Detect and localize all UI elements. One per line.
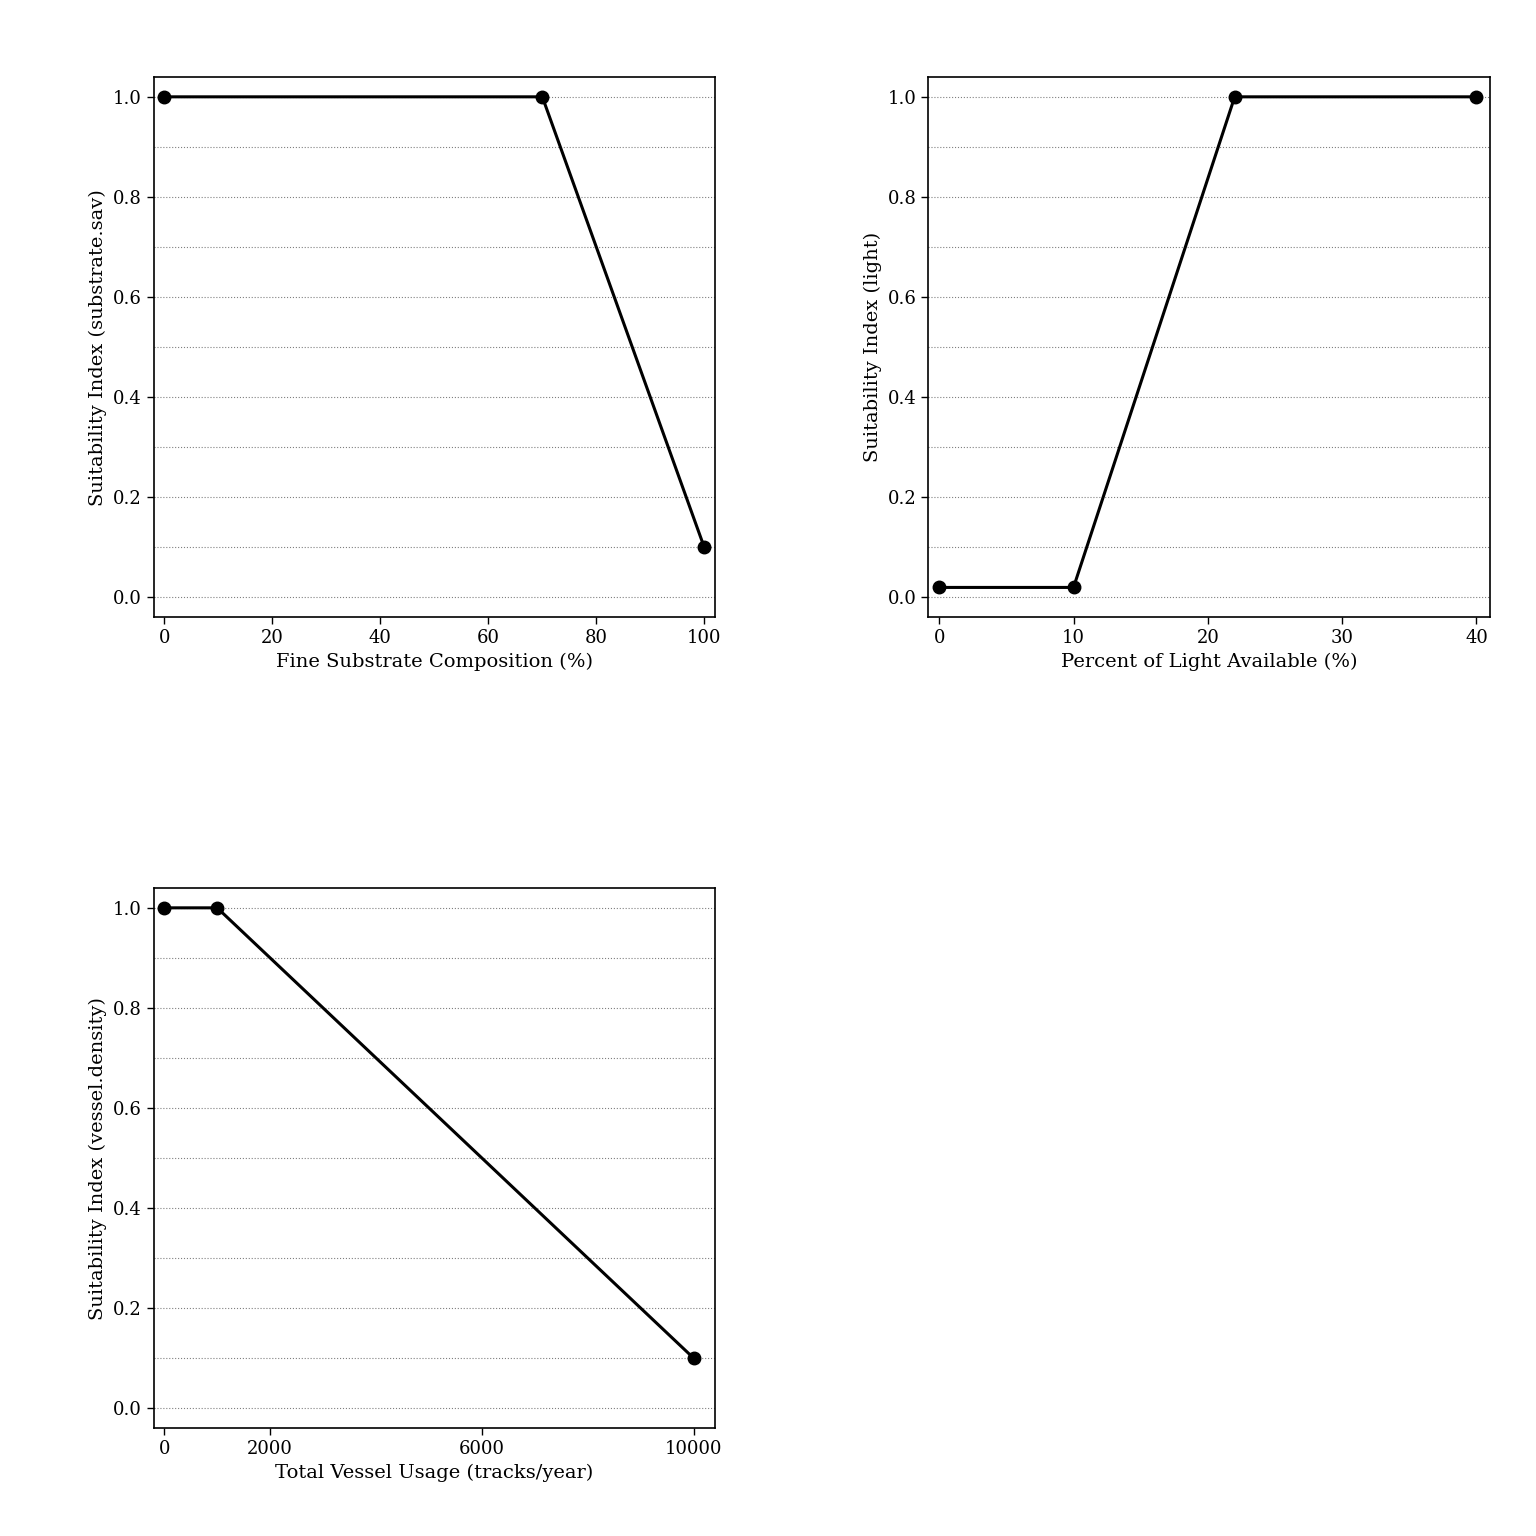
Y-axis label: Suitability Index (substrate.sav): Suitability Index (substrate.sav) — [89, 189, 108, 505]
Y-axis label: Suitability Index (light): Suitability Index (light) — [863, 232, 882, 462]
Y-axis label: Suitability Index (vessel.density): Suitability Index (vessel.density) — [89, 997, 108, 1319]
X-axis label: Total Vessel Usage (tracks/year): Total Vessel Usage (tracks/year) — [275, 1464, 593, 1482]
X-axis label: Fine Substrate Composition (%): Fine Substrate Composition (%) — [276, 653, 593, 671]
X-axis label: Percent of Light Available (%): Percent of Light Available (%) — [1061, 653, 1358, 671]
